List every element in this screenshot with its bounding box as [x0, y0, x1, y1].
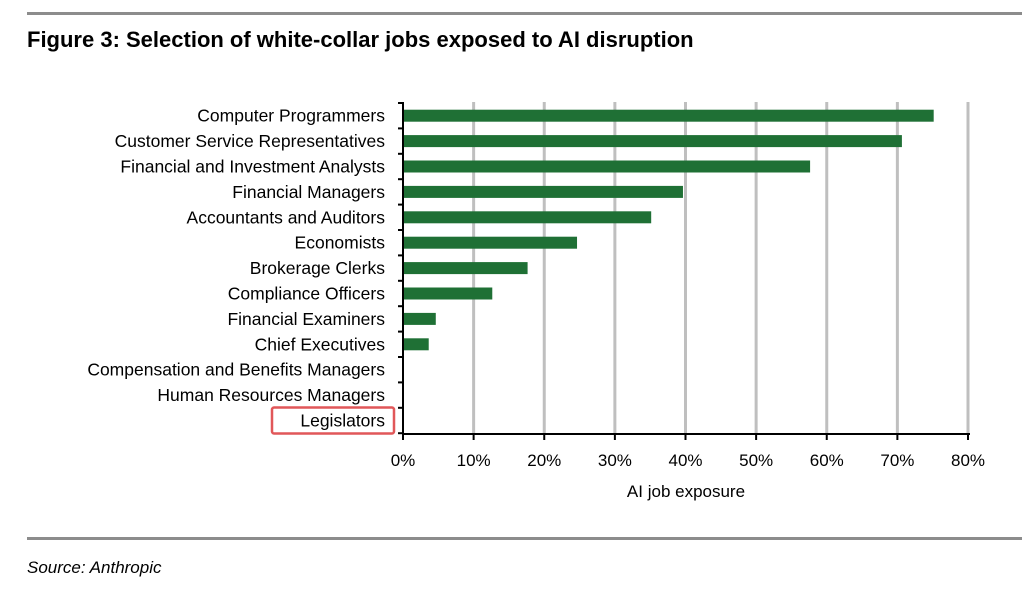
bar	[404, 338, 429, 351]
bar	[404, 262, 528, 275]
bars	[404, 109, 934, 351]
x-tick-label: 50%	[739, 451, 773, 470]
bar	[404, 185, 683, 198]
category-label: Human Resources Managers	[157, 385, 385, 405]
category-label: Financial and Investment Analysts	[120, 157, 385, 177]
category-label: Brokerage Clerks	[250, 258, 385, 278]
x-tick-labels: 0% 10% 20% 30% 40% 50% 60% 70% 80%	[391, 451, 985, 470]
category-label: Financial Managers	[232, 182, 385, 202]
category-label: Chief Executives	[255, 334, 386, 354]
source-note: Source: Anthropic	[27, 558, 162, 577]
category-label: Computer Programmers	[197, 106, 385, 126]
x-tick-label: 80%	[951, 451, 985, 470]
bar	[404, 287, 493, 300]
bar	[404, 211, 652, 224]
axes	[398, 102, 970, 440]
x-tick-label: 20%	[527, 451, 561, 470]
category-label: Compensation and Benefits Managers	[87, 360, 385, 380]
bottom-rule	[27, 537, 1022, 540]
bar	[404, 135, 902, 148]
bar	[404, 160, 811, 173]
bar	[404, 236, 578, 249]
top-rule	[27, 12, 1022, 15]
category-label: Economists	[295, 233, 386, 253]
x-axis-title: AI job exposure	[627, 482, 745, 501]
x-tick-label: 60%	[810, 451, 844, 470]
category-label: Compliance Officers	[228, 284, 385, 304]
category-label: Customer Service Representatives	[115, 131, 386, 151]
x-tick-label: 70%	[880, 451, 914, 470]
category-labels: Computer Programmers Customer Service Rep…	[87, 106, 396, 435]
x-tick-label: 30%	[598, 451, 632, 470]
x-tick-label: 10%	[457, 451, 491, 470]
category-label: Financial Examiners	[227, 309, 385, 329]
category-label: Accountants and Auditors	[187, 207, 386, 227]
figure-title: Figure 3: Selection of white-collar jobs…	[27, 27, 694, 52]
highlight-box	[270, 406, 396, 435]
x-tick-label: 40%	[668, 451, 702, 470]
bar	[404, 312, 436, 325]
grid-lines	[472, 102, 970, 434]
category-label: Legislators	[300, 411, 385, 431]
x-tick-label: 0%	[391, 451, 416, 470]
bar	[404, 109, 934, 122]
